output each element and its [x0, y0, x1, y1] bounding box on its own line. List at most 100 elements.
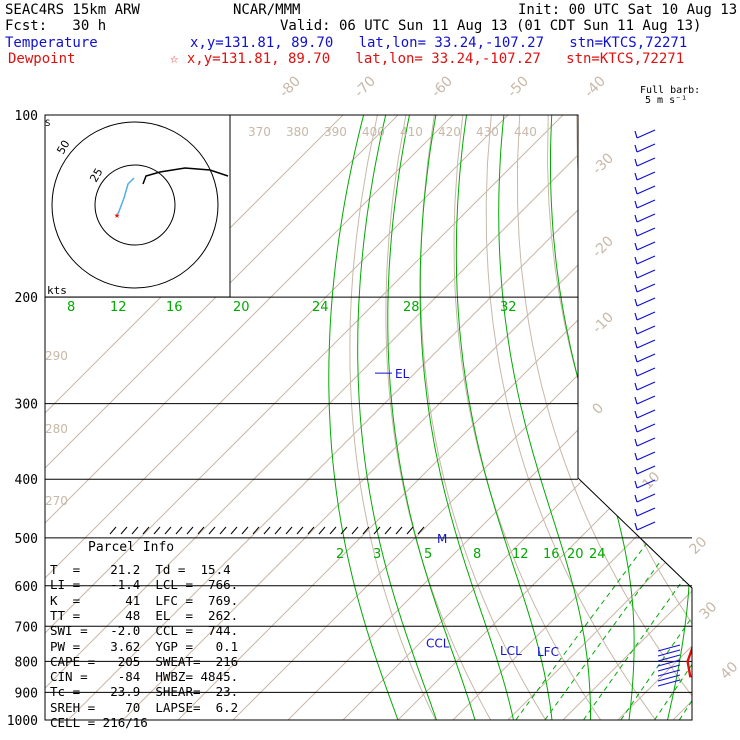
- level-hatch: [417, 526, 425, 535]
- wind-barb-flag: [634, 158, 638, 167]
- level-hatch: [329, 526, 337, 535]
- theta-label: 440: [514, 125, 537, 139]
- level-hatch: [186, 526, 194, 535]
- theta-label: 290: [45, 349, 68, 363]
- wind-barb: [636, 185, 656, 195]
- mixing-ratio-label: 8: [473, 547, 481, 562]
- wind-barb: [657, 644, 681, 652]
- isotherm-line: [562, 115, 692, 720]
- isotherm-line: [45, 115, 344, 720]
- level-hatch: [362, 526, 370, 535]
- wind-barb-flag: [634, 340, 638, 349]
- wind-barb: [657, 654, 681, 662]
- theta-label: 430: [476, 125, 499, 139]
- parcel-info-row: CELL = 216/16: [50, 715, 148, 730]
- dry-adiabat: [604, 115, 692, 720]
- wind-barb-flag: [634, 298, 638, 307]
- wind-barb: [636, 437, 656, 447]
- hodograph-ring-50: [51, 121, 219, 289]
- wind-barb-flag: [634, 508, 638, 517]
- wind-barb-flag: [634, 424, 638, 433]
- mixing-ratio-line: [515, 537, 652, 720]
- isotherm-line: [452, 115, 692, 720]
- moist-adiabat: [550, 115, 635, 720]
- mixing-ratio-label: 24: [312, 300, 329, 315]
- mixing-ratio-label: 16: [166, 300, 183, 315]
- series-dewpoint: [585, 115, 692, 678]
- annotation-el: EL: [395, 367, 410, 381]
- series-layer: [585, 115, 692, 678]
- parcel-info-row: K = 41 LFC = 769.: [50, 592, 239, 608]
- theta-label: 370: [248, 125, 271, 139]
- pressure-label-600: 600: [15, 580, 38, 595]
- parcel-info-row: Tc = 23.9 SHEAR= 23.: [50, 684, 239, 700]
- wind-barb: [657, 679, 681, 687]
- pressure-label-800: 800: [15, 655, 38, 670]
- level-hatch: [263, 526, 271, 535]
- forecast-hour: Fcst: 30 h: [5, 18, 107, 34]
- theta-label: 270: [45, 494, 68, 508]
- pressure-label-1000: 1000: [7, 714, 38, 729]
- level-hatch: [307, 526, 315, 535]
- wind-barb: [636, 367, 656, 377]
- isotherm-label: -20: [590, 233, 617, 260]
- dry-adiabat: [690, 115, 692, 720]
- theta-label: 380: [286, 125, 309, 139]
- dry-adiabat: [420, 115, 547, 720]
- model-title: SEAC4RS 15km ARW: [5, 2, 140, 18]
- theta-label: 420: [438, 125, 461, 139]
- wind-barb: [636, 129, 656, 139]
- dry-adiabat: [453, 115, 602, 720]
- level-hatch: [395, 526, 403, 535]
- hodograph-units: kts: [47, 284, 67, 297]
- isotherm-line: [45, 115, 619, 720]
- wind-barb-flag: [634, 130, 638, 139]
- mixing-ratio-label: 20: [233, 300, 250, 315]
- wind-barb-flag: [634, 242, 638, 251]
- wind-barb: [636, 241, 656, 251]
- mixing-ratio-label: 5: [424, 547, 432, 562]
- isotherm-line: [45, 115, 399, 720]
- annotation-lcl: LCL: [500, 644, 522, 658]
- isotherm-label: 40: [718, 659, 740, 683]
- pressure-label-100: 100: [15, 109, 38, 124]
- isotherm-line: [507, 115, 692, 720]
- moist-adiabat: [498, 115, 591, 720]
- isotherm-line: [177, 115, 692, 720]
- wind-barb: [636, 325, 656, 335]
- mixing-ratio-line: [699, 538, 740, 720]
- center-title: NCAR/MMM: [233, 2, 301, 18]
- wind-barb-flag: [634, 480, 638, 489]
- theta-label: 390: [324, 125, 347, 139]
- moist-adiabat: [387, 115, 476, 720]
- init-time: Init: 00 UTC Sat 10 Aug 13: [518, 2, 738, 18]
- wind-barb-flag: [634, 368, 638, 377]
- mixing-ratio-label: 2: [336, 547, 344, 562]
- isotherm-label: -30: [590, 150, 617, 177]
- wind-barb-flag: [634, 326, 638, 335]
- mixing-ratio-label: 12: [512, 547, 529, 562]
- parcel-info-row: CIN = -84 HWBZ= 4845.: [50, 669, 239, 685]
- pressure-label-700: 700: [15, 620, 38, 635]
- barb-legend-unit: 5 m s⁻¹: [645, 95, 688, 106]
- level-hatch: [208, 526, 216, 535]
- parcel-info-row: T = 21.2 Td = 15.4: [50, 562, 231, 577]
- mixing-ratio-label: 16: [543, 547, 560, 562]
- mixing-ratio-label: 3: [373, 547, 381, 562]
- theta-label: 280: [45, 422, 68, 436]
- wind-barb: [657, 669, 681, 677]
- plot-frame: [44, 114, 693, 721]
- wind-barb: [636, 381, 656, 391]
- wind-barb-flag: [634, 214, 638, 223]
- moist-adiabat: [706, 115, 740, 720]
- wind-barb: [636, 507, 656, 517]
- isotherm-label: -50: [505, 73, 532, 100]
- wind-barb-flag: [634, 438, 638, 447]
- hodograph-frame: [44, 114, 231, 298]
- wind-barb: [636, 493, 656, 503]
- level-hatch: [340, 526, 348, 535]
- level-hatch: [219, 526, 227, 535]
- annotation-m: M: [437, 532, 447, 546]
- wind-barb: [657, 659, 681, 667]
- wind-barb-flag: [634, 270, 638, 279]
